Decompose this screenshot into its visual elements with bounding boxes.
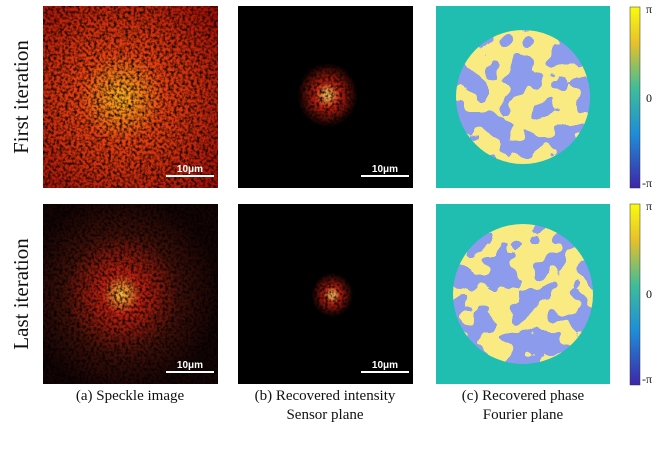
caption: (a) Speckle image xyxy=(76,388,185,404)
scale-bar-label: 10μm xyxy=(177,360,203,371)
colorbar-tick: -π xyxy=(642,176,652,190)
panel-c1 xyxy=(436,6,610,188)
panel-c2 xyxy=(436,204,610,384)
caption: Sensor plane xyxy=(286,407,363,423)
panel-b2 xyxy=(238,204,413,384)
scale-bar-label: 10μm xyxy=(372,360,398,371)
colorbar-tick: -π xyxy=(642,372,652,386)
caption: (b) Recovered intensity xyxy=(255,388,396,404)
colorbar-tick: 0 xyxy=(646,91,652,105)
colorbar-tick: 0 xyxy=(646,287,652,301)
row-label: First iteration xyxy=(9,40,33,154)
row-label: Last iteration xyxy=(9,238,33,350)
colorbar-tick: π xyxy=(646,199,652,213)
scale-bar-label: 10μm xyxy=(177,164,203,175)
panel-b1 xyxy=(238,6,413,188)
caption: Fourier plane xyxy=(483,407,564,423)
colorbar-1: π 0 -π xyxy=(630,2,652,190)
panel-a2 xyxy=(43,204,218,384)
figure: π 0 -π π 0 -π First iteration Last itera… xyxy=(0,0,663,452)
panel-a1 xyxy=(43,6,218,188)
scale-bar-label: 10μm xyxy=(372,164,398,175)
caption: (c) Recovered phase xyxy=(462,388,585,404)
colorbar-tick: π xyxy=(646,2,652,16)
colorbar-2: π 0 -π xyxy=(630,199,652,386)
